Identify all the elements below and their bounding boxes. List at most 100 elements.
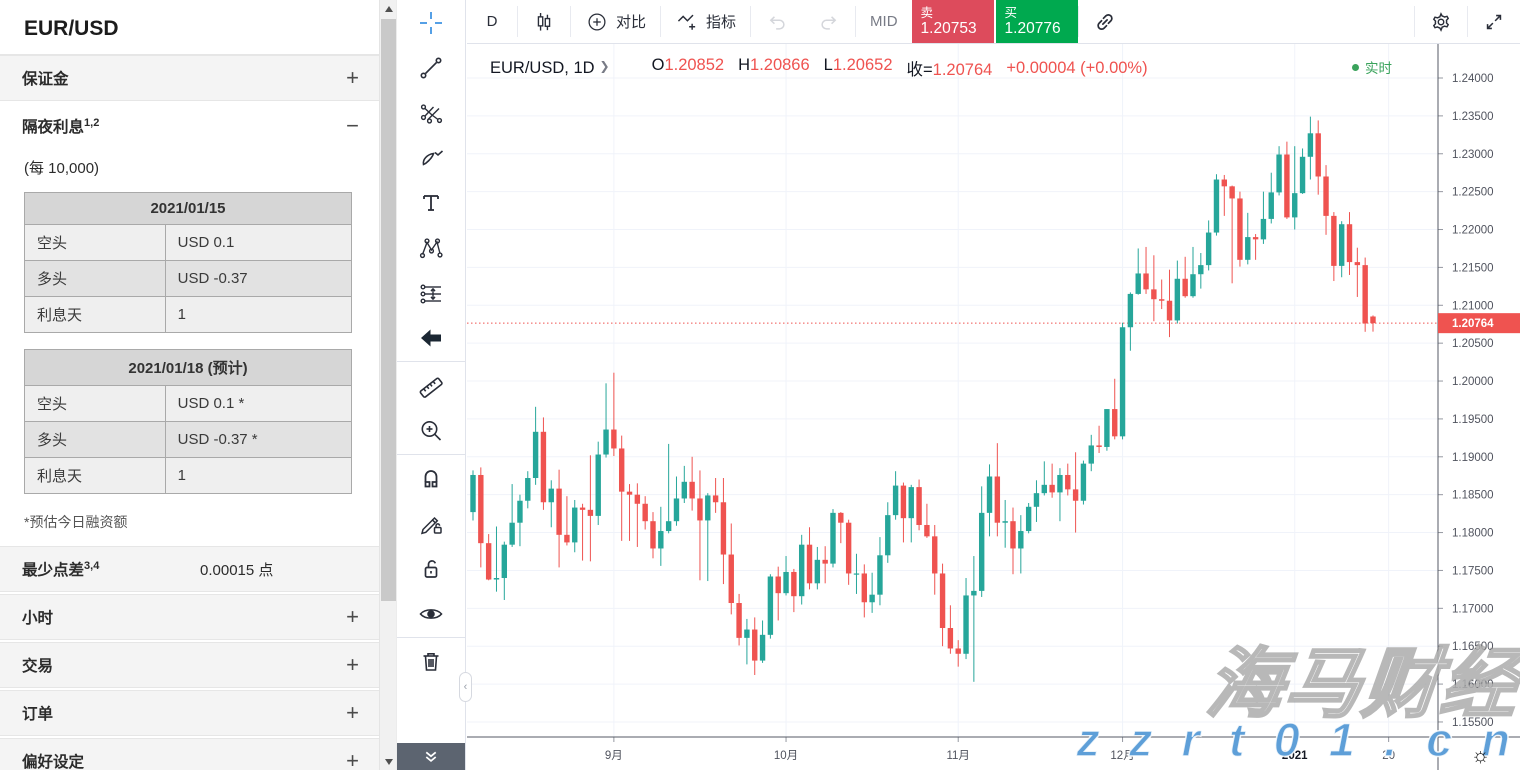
- collapse-toolbar-button[interactable]: [397, 743, 465, 770]
- drawing-lock-mode-icon: [420, 516, 442, 534]
- sell-button[interactable]: 卖 1.20753: [911, 0, 994, 43]
- row-value: USD 0.1: [164, 224, 353, 261]
- interval-button[interactable]: D: [486, 13, 498, 30]
- candle: [978, 512, 985, 591]
- section-3[interactable]: 偏好设定 +: [0, 738, 379, 770]
- undo-button[interactable]: [751, 0, 803, 43]
- table-header: 2021/01/15: [24, 192, 352, 225]
- chart-pane[interactable]: 1.24000 1.23500 1.23000 1.22500 1.22000 1.215…: [467, 44, 1520, 770]
- candle: [885, 515, 891, 556]
- plus-icon: +: [346, 748, 359, 770]
- candle: [947, 628, 954, 649]
- candlestick-chart[interactable]: 1.24000 1.23500 1.23000 1.22500 1.22000 1.215…: [467, 44, 1520, 770]
- mid-price-mode[interactable]: MID: [870, 13, 898, 30]
- crosshair-cursor-tool[interactable]: [397, 0, 465, 45]
- triangle-up-icon: [384, 5, 393, 12]
- candle: [1190, 274, 1196, 297]
- long-short-position-tool-icon: [420, 283, 441, 304]
- candle: [869, 594, 875, 603]
- candle: [1057, 474, 1063, 493]
- candle: [1252, 237, 1259, 240]
- link-chart-button[interactable]: [1079, 0, 1131, 43]
- candle: [1268, 192, 1274, 219]
- theme-sun-icon[interactable]: ☼: [1470, 744, 1490, 767]
- scroll-up-button[interactable]: [380, 0, 397, 17]
- brush-tool-icon: [422, 149, 444, 166]
- lock-all-drawings[interactable]: [397, 546, 465, 591]
- chart-style-button[interactable]: [518, 0, 570, 43]
- zoom-in-tool[interactable]: [397, 408, 465, 453]
- trend-line-tool[interactable]: [397, 45, 465, 90]
- price-axis-label: 1.23500: [1452, 111, 1494, 123]
- price-axis-label: 1.20500: [1452, 338, 1494, 350]
- indicators-icon: [677, 14, 696, 30]
- panel-scrollbar[interactable]: [379, 0, 397, 770]
- remove-drawings[interactable]: [397, 639, 465, 684]
- candle: [806, 544, 813, 584]
- toolbar-separator: [750, 6, 752, 37]
- scrollbar-thumb[interactable]: [381, 19, 396, 601]
- minus-icon: −: [346, 113, 359, 138]
- row-value: USD 0.1 *: [164, 385, 353, 422]
- text-tool-icon: [423, 194, 439, 211]
- gann-tools[interactable]: [397, 90, 465, 135]
- toolbar-separator: [1467, 6, 1468, 37]
- section-1[interactable]: 交易 +: [0, 642, 379, 688]
- candle: [525, 478, 531, 501]
- measure-ruler-tool[interactable]: [397, 363, 465, 408]
- candle: [1049, 484, 1055, 493]
- candle: [485, 543, 492, 580]
- chart-settings-button[interactable]: [1415, 0, 1467, 43]
- candle: [478, 474, 484, 544]
- row-label: 空头: [24, 224, 166, 261]
- toolbar-divider: [397, 454, 465, 455]
- magnet-mode[interactable]: [397, 456, 465, 501]
- long-short-position-tool[interactable]: [397, 270, 465, 315]
- candle: [1002, 521, 1008, 523]
- table-row: 多头 USD -0.37 *: [24, 421, 353, 458]
- brush-tool[interactable]: [397, 135, 465, 180]
- accordion-sections: 小时 + 交易 + 订单 + 偏好设定 +: [0, 594, 379, 770]
- section-0[interactable]: 小时 +: [0, 594, 379, 640]
- candle: [924, 524, 930, 537]
- drawing-lock-mode[interactable]: [397, 501, 465, 546]
- table-header: 2021/01/18 (预计): [24, 349, 352, 386]
- double-chevron-down-icon: [425, 751, 437, 762]
- scroll-down-button[interactable]: [380, 753, 397, 770]
- current-price-tag: 1.20764: [1452, 318, 1494, 330]
- candle: [1229, 186, 1235, 199]
- section-overnight[interactable]: 隔夜利息1,2 −: [0, 103, 379, 149]
- legend-close: 收=1.20764: [906, 61, 993, 79]
- redo-button[interactable]: [803, 0, 855, 43]
- section-label: 交易: [22, 658, 54, 675]
- panel-collapse-handle[interactable]: ‹: [459, 672, 472, 702]
- chart-toolbar: D 对比 指标 MID 卖 1.20753 买 1.2077: [467, 0, 1520, 44]
- buy-button[interactable]: 买 1.20776: [995, 0, 1078, 43]
- sell-price: 1.20753: [920, 20, 977, 37]
- time-axis-label: 12月: [1110, 750, 1134, 762]
- toolbar-separator: [517, 6, 518, 37]
- candle: [822, 559, 828, 564]
- arrow-left-tool[interactable]: [397, 315, 465, 360]
- candle: [1299, 156, 1306, 194]
- gann-tools-icon: [420, 103, 443, 124]
- min-spread-label: 最少点差3,4: [22, 559, 100, 579]
- text-tool[interactable]: [397, 180, 465, 225]
- candle: [861, 573, 867, 603]
- table-row: 利息天 1: [24, 457, 353, 494]
- price-axis-label: 1.24000: [1452, 73, 1494, 85]
- candle: [626, 491, 633, 495]
- candle: [1362, 265, 1368, 324]
- xabcd-pattern-tool[interactable]: [397, 225, 465, 270]
- candle: [650, 521, 656, 549]
- legend-open: O1.20852: [651, 56, 725, 74]
- candle: [916, 487, 922, 525]
- fullscreen-button[interactable]: [1468, 0, 1520, 43]
- section-margin[interactable]: 保证金 +: [0, 55, 379, 101]
- toolbar-separator: [660, 6, 662, 37]
- indicators-button[interactable]: 指标: [661, 0, 750, 43]
- chevron-down-icon[interactable]: ❯: [599, 59, 610, 73]
- section-2[interactable]: 订单 +: [0, 690, 379, 736]
- compare-button[interactable]: 对比: [571, 0, 660, 43]
- hide-all-drawings[interactable]: [397, 591, 465, 636]
